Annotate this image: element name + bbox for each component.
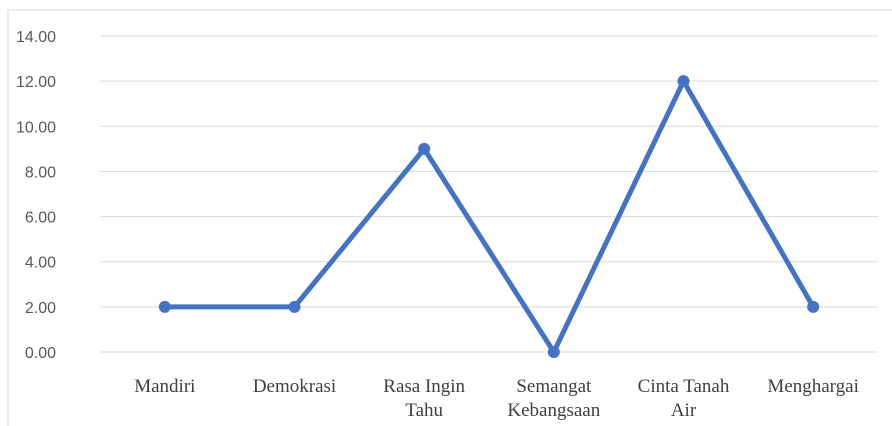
series-line: [162, 78, 816, 355]
x-tick-label-line: Menghargai: [767, 376, 858, 397]
x-tick-label: Rasa Ingin Tahu: [383, 376, 465, 421]
data-point: [158, 300, 171, 313]
x-tick-label-line: Air: [671, 400, 697, 421]
x-tick-label-line: Tahu: [405, 400, 443, 421]
y-tick-label: 6.00: [25, 210, 56, 227]
x-tick-label: Mandiri: [134, 376, 195, 397]
y-axis-ticks: 0.00 2.00 4.00 6.00 8.00 10.00 12.00 14.00: [16, 29, 56, 362]
x-tick-label-line: Rasa Ingin: [383, 376, 465, 397]
y-tick-label: 4.00: [25, 255, 56, 272]
series-layer: [158, 75, 820, 358]
x-tick-label-line: Mandiri: [134, 376, 195, 397]
data-point: [547, 346, 560, 358]
data-point: [288, 300, 301, 313]
y-tick-label: 10.00: [16, 119, 56, 136]
x-tick-label-line: Semangat: [516, 376, 592, 397]
x-tick-label-line: Demokrasi: [253, 376, 336, 397]
y-tick-label: 2.00: [25, 300, 56, 317]
x-tick-label: Demokrasi: [253, 376, 336, 397]
x-tick-label-line: Kebangsaan: [507, 400, 600, 421]
y-tick-label: 0.00: [25, 345, 56, 362]
y-tick-label: 14.00: [16, 29, 56, 46]
x-tick-label-line: Cinta Tanah: [638, 376, 730, 397]
y-tick-label: 12.00: [16, 74, 56, 91]
x-axis-ticks: Mandiri Demokrasi Rasa Ingin Tahu Semangat Ke…: [134, 376, 859, 421]
data-point: [677, 75, 690, 88]
x-tick-label: Cinta Tanah Air: [638, 376, 730, 421]
x-tick-label: Menghargai: [767, 376, 858, 397]
x-tick-label: Semangat Kebangsaan: [507, 376, 600, 421]
y-tick-label: 8.00: [25, 164, 56, 181]
data-point: [418, 142, 431, 155]
data-point: [807, 300, 820, 313]
